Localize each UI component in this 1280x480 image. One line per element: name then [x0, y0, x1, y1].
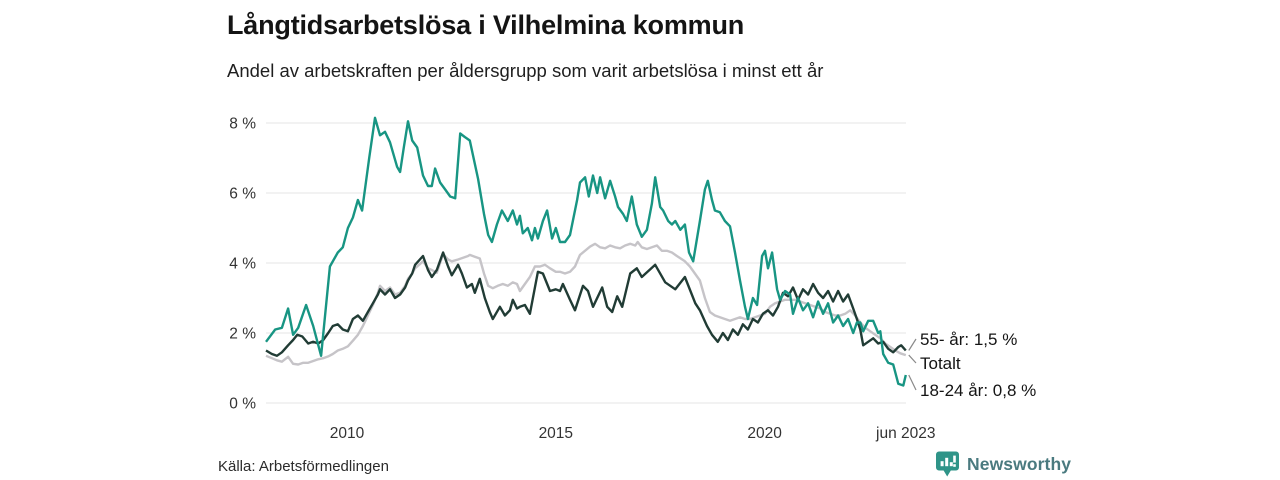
- y-tick-label: 2 %: [229, 326, 256, 343]
- annotation-leader: [908, 354, 917, 364]
- source-note: Källa: Arbetsförmedlingen: [218, 458, 389, 475]
- series-line-18-24-r: [265, 116, 907, 387]
- x-tick-label: 2015: [539, 425, 573, 442]
- x-tick-label: 2020: [747, 425, 782, 442]
- annotation-label: 55- år: 1,5 %: [920, 330, 1017, 349]
- series-line-55-r: [265, 251, 907, 357]
- annotation-label: Totalt: [920, 354, 961, 373]
- x-tick-label: jun 2023: [875, 425, 935, 442]
- annotation-label: 18-24 år: 0,8 %: [920, 381, 1036, 400]
- y-tick-label: 8 %: [229, 116, 256, 133]
- y-tick-label: 6 %: [229, 186, 256, 203]
- x-tick-label: 2010: [330, 425, 365, 442]
- series-line-totalt: [265, 240, 907, 366]
- y-tick-label: 0 %: [229, 396, 256, 413]
- newsworthy-wordmark: Newsworthy: [967, 454, 1072, 474]
- page-title: Långtidsarbetslösa i Vilhelmina kommun: [227, 10, 745, 40]
- y-tick-label: 4 %: [229, 256, 256, 273]
- page-subtitle: Andel av arbetskraften per åldersgrupp s…: [227, 60, 824, 81]
- newsworthy-logo-icon: [936, 451, 960, 478]
- newsworthy-brand: Newsworthy: [936, 451, 1071, 478]
- annotation-leader: [908, 374, 917, 391]
- annotation-leader: [908, 338, 917, 351]
